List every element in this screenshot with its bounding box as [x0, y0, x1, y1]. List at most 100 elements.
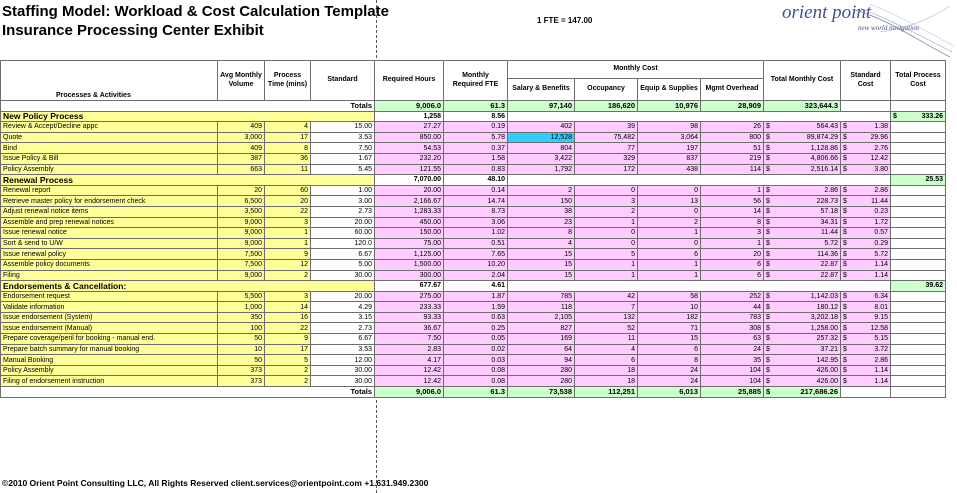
time-cell[interactable]: 17 [264, 343, 311, 356]
totals-salary[interactable]: 97,140 [507, 100, 575, 112]
total-process-cell[interactable] [890, 227, 946, 239]
occupancy-cell[interactable]: 329 [574, 152, 638, 165]
fte-cell[interactable]: 0.25 [443, 322, 508, 335]
monthly-cost-cell[interactable]: $426.00 [763, 375, 841, 388]
volume-cell[interactable]: 20 [217, 184, 265, 197]
total-process-cell[interactable] [890, 248, 946, 260]
activity-name[interactable]: Bind [0, 142, 218, 154]
salary-cell[interactable]: 118 [507, 301, 575, 313]
activity-name[interactable]: Validate information [0, 301, 218, 313]
activity-name[interactable]: Issue endorsement (System) [0, 311, 218, 324]
fte-cell[interactable]: 5.78 [443, 131, 508, 144]
salary-cell[interactable]: 827 [507, 322, 575, 335]
occupancy-cell[interactable]: 4 [574, 343, 638, 356]
header-total-monthly[interactable]: Total Monthly Cost [763, 60, 841, 101]
time-cell[interactable]: 60 [264, 184, 311, 197]
equip-cell[interactable]: 3,064 [637, 131, 701, 144]
total-process-cell[interactable] [890, 205, 946, 218]
hours-cell[interactable]: 12.42 [374, 375, 444, 388]
activity-name[interactable]: Issue Policy & Bill [0, 152, 218, 165]
salary-cell[interactable]: 64 [507, 343, 575, 356]
salary-cell[interactable]: 169 [507, 333, 575, 345]
standard-cell[interactable]: 3.53 [310, 343, 375, 356]
equip-cell[interactable]: 197 [637, 142, 701, 154]
total-process-cell[interactable] [890, 333, 946, 345]
time-cell[interactable]: 17 [264, 131, 311, 144]
time-cell[interactable]: 16 [264, 311, 311, 324]
hours-cell[interactable]: 12.42 [374, 364, 444, 377]
monthly-cost-cell[interactable]: $89,874.29 [763, 131, 841, 144]
equip-cell[interactable]: 0 [637, 184, 701, 197]
total-process-cell[interactable] [890, 364, 946, 377]
equip-cell[interactable]: 10 [637, 301, 701, 313]
standard-cell[interactable]: 2.73 [310, 322, 375, 335]
standard-cell[interactable]: 7.50 [310, 142, 375, 154]
time-cell[interactable]: 5 [264, 354, 311, 366]
totals-monthly-cost[interactable]: $217,686.26 [763, 386, 841, 398]
totals-fte[interactable]: 61.3 [443, 386, 508, 398]
section-blank[interactable] [507, 174, 891, 186]
standard-cell[interactable]: 2.73 [310, 205, 375, 218]
section-blank[interactable] [507, 110, 891, 123]
fte-cell[interactable]: 0.37 [443, 142, 508, 154]
section-hours[interactable]: 677.67 [374, 280, 444, 292]
salary-cell[interactable]: 280 [507, 364, 575, 377]
hours-cell[interactable]: 2,166.67 [374, 195, 444, 207]
salary-cell[interactable]: 804 [507, 142, 575, 154]
total-process-cell[interactable] [890, 163, 946, 176]
salary-cell[interactable]: 38 [507, 205, 575, 218]
mgmt-cell[interactable]: 219 [700, 152, 764, 165]
total-process-cell[interactable] [890, 301, 946, 313]
standard-cell[interactable]: 6.67 [310, 333, 375, 345]
standard-cost-cell[interactable]: $1.72 [840, 216, 891, 229]
fte-cell[interactable]: 0.05 [443, 333, 508, 345]
activity-name[interactable]: Sort & send to U/W [0, 237, 218, 250]
equip-cell[interactable]: 182 [637, 311, 701, 324]
header-required-hours[interactable]: Required Hours [374, 60, 444, 101]
monthly-cost-cell[interactable]: $257.32 [763, 333, 841, 345]
standard-cost-cell[interactable]: $1.14 [840, 375, 891, 388]
standard-cell[interactable]: 1.67 [310, 152, 375, 165]
totals-equip[interactable]: 10,976 [637, 100, 701, 112]
salary-cell[interactable]: 15 [507, 248, 575, 260]
time-cell[interactable]: 9 [264, 248, 311, 260]
standard-cell[interactable]: 30.00 [310, 269, 375, 282]
equip-cell[interactable]: 6 [637, 343, 701, 356]
fte-cell[interactable]: 1.58 [443, 152, 508, 165]
equip-cell[interactable]: 837 [637, 152, 701, 165]
time-cell[interactable]: 12 [264, 258, 311, 271]
fte-cell[interactable]: 0.08 [443, 364, 508, 377]
mgmt-cell[interactable]: 14 [700, 205, 764, 218]
mgmt-cell[interactable]: 63 [700, 333, 764, 345]
fte-cell[interactable]: 1.59 [443, 301, 508, 313]
monthly-cost-cell[interactable]: $4,806.66 [763, 152, 841, 165]
header-total-process[interactable]: Total Process Cost [890, 60, 946, 101]
mgmt-cell[interactable]: 20 [700, 248, 764, 260]
activity-name[interactable]: Assemble and prep renewal notices [0, 216, 218, 229]
total-process-cell[interactable] [890, 184, 946, 197]
hours-cell[interactable]: 27.27 [374, 121, 444, 133]
activity-name[interactable]: Quote [0, 131, 218, 144]
total-process-cell[interactable] [890, 311, 946, 324]
volume-cell[interactable]: 3,000 [217, 131, 265, 144]
hours-cell[interactable]: 36.67 [374, 322, 444, 335]
time-cell[interactable]: 36 [264, 152, 311, 165]
total-process-cell[interactable] [890, 216, 946, 229]
fte-cell[interactable]: 1.87 [443, 290, 508, 303]
standard-cost-cell[interactable]: $5.72 [840, 248, 891, 260]
activity-name[interactable]: Endorsement request [0, 290, 218, 303]
totals-label[interactable]: Totals [0, 100, 375, 112]
mgmt-cell[interactable]: 104 [700, 364, 764, 377]
salary-cell[interactable]: 3,422 [507, 152, 575, 165]
standard-cell[interactable]: 4.29 [310, 301, 375, 313]
standard-cost-cell[interactable]: $3.72 [840, 343, 891, 356]
salary-cell[interactable]: 12,528 [507, 131, 575, 144]
volume-cell[interactable]: 7,500 [217, 258, 265, 271]
totals-monthly-cost[interactable]: 323,644.3 [763, 100, 841, 112]
activity-name[interactable]: Manual Booking [0, 354, 218, 366]
volume-cell[interactable]: 50 [217, 333, 265, 345]
total-process-cell[interactable] [890, 142, 946, 154]
standard-cost-cell[interactable]: $9.15 [840, 311, 891, 324]
hours-cell[interactable]: 275.00 [374, 290, 444, 303]
occupancy-cell[interactable]: 18 [574, 375, 638, 388]
